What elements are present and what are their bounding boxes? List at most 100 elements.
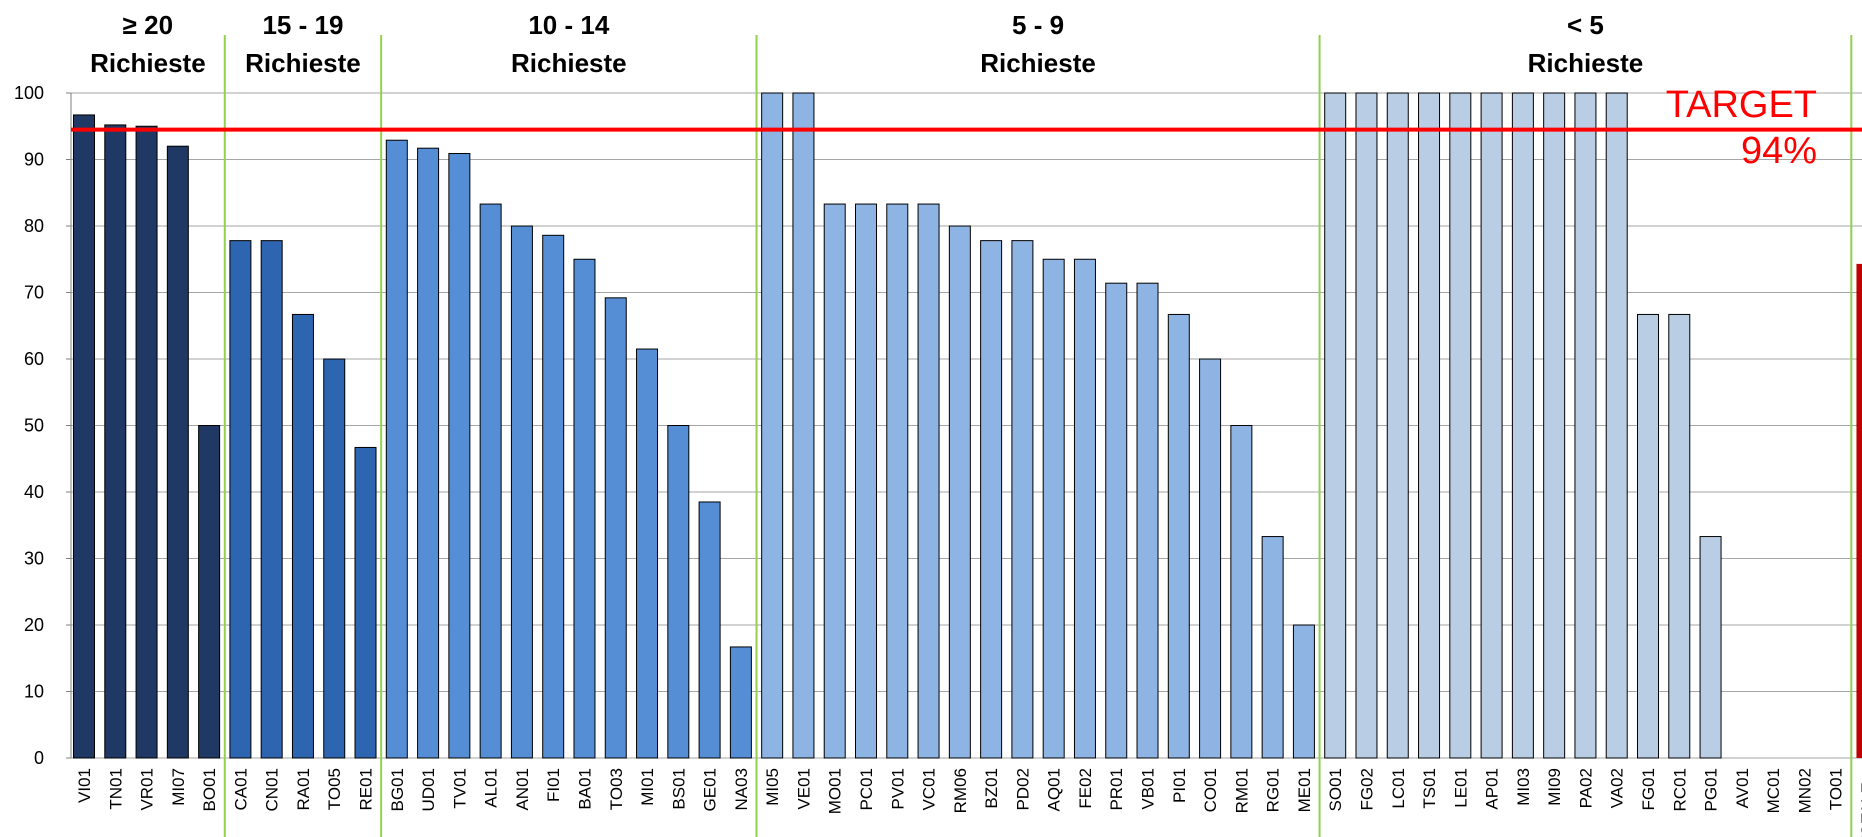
x-label-PI01: PI01 xyxy=(1170,768,1189,803)
bar-BS01 xyxy=(667,425,690,759)
bar-VR01 xyxy=(135,125,158,759)
group-title-0: ≥ 20 Richieste xyxy=(28,6,268,82)
bar-VC01 xyxy=(917,203,940,759)
y-tick-label: 80 xyxy=(24,216,44,236)
bar-MI03 xyxy=(1511,92,1534,759)
x-label-PR01: PR01 xyxy=(1107,768,1126,811)
bar-VA02 xyxy=(1605,92,1628,759)
bar-PI01 xyxy=(1167,313,1190,759)
x-label-VA02: VA02 xyxy=(1608,768,1627,808)
x-label-AL01: AL01 xyxy=(482,768,501,808)
bar-TOTALE... xyxy=(1856,263,1862,758)
bar-TS01 xyxy=(1418,92,1441,759)
bar-MI01 xyxy=(636,348,659,759)
x-label-BG01: BG01 xyxy=(388,768,407,811)
x-label-PG01: PG01 xyxy=(1702,768,1721,811)
group-title-2: 10 - 14 Richieste xyxy=(449,6,689,82)
bar-LC01 xyxy=(1386,92,1409,759)
bar-AL01 xyxy=(479,203,502,759)
x-label-RA01: RA01 xyxy=(294,768,313,811)
bar-RC01 xyxy=(1668,313,1691,759)
bar-FG02 xyxy=(1355,92,1378,759)
group-title-3: 5 - 9 Richieste xyxy=(918,6,1158,82)
x-label-MO01: MO01 xyxy=(826,768,845,814)
x-label-VB01: VB01 xyxy=(1139,768,1158,810)
x-label-MI05: MI05 xyxy=(763,768,782,806)
bar-TO03 xyxy=(604,297,627,759)
x-label-RM06: RM06 xyxy=(951,768,970,813)
bar-RE01 xyxy=(354,446,377,759)
bar-VE01 xyxy=(792,92,815,759)
target-label-line2: 94% xyxy=(1740,130,1817,172)
x-label-TO05: TO05 xyxy=(325,768,344,810)
x-label-CA01: CA01 xyxy=(231,768,250,811)
bar-LE01 xyxy=(1449,92,1472,759)
bar-PR01 xyxy=(1105,282,1128,759)
bar-VB01 xyxy=(1136,282,1159,759)
bar-PA02 xyxy=(1574,92,1597,759)
bar-PV01 xyxy=(886,203,909,759)
y-tick-label: 10 xyxy=(24,682,44,702)
x-label-RE01: RE01 xyxy=(357,768,376,811)
bar-MO01 xyxy=(823,203,846,759)
x-label-BS01: BS01 xyxy=(669,768,688,810)
bar-SO01 xyxy=(1324,92,1347,759)
bar-PG01 xyxy=(1699,536,1722,759)
x-label-PV01: PV01 xyxy=(888,768,907,810)
x-label-TOTALE...: TOTALE... xyxy=(1858,768,1862,837)
x-label-RC01: RC01 xyxy=(1670,768,1689,811)
x-label-ME01: ME01 xyxy=(1295,768,1314,812)
bar-GE01 xyxy=(698,501,721,759)
bar-BO01 xyxy=(198,425,221,759)
x-label-VR01: VR01 xyxy=(138,768,157,811)
x-label-MN02: MN02 xyxy=(1795,768,1814,813)
bar-CO01 xyxy=(1199,358,1222,759)
bar-AP01 xyxy=(1480,92,1503,759)
group-title-word: Richieste xyxy=(980,48,1096,78)
x-label-MC01: MC01 xyxy=(1764,768,1783,813)
x-label-RG01: RG01 xyxy=(1264,768,1283,812)
x-label-BA01: BA01 xyxy=(575,768,594,810)
group-title-word: Richieste xyxy=(90,48,206,78)
x-label-LC01: LC01 xyxy=(1389,768,1408,809)
group-title-word: Richieste xyxy=(1527,48,1644,78)
bar-MI05 xyxy=(761,92,784,759)
group-title-1: 15 - 19 Richieste xyxy=(183,6,423,82)
x-label-BO01: BO01 xyxy=(200,768,219,811)
x-label-TO03: TO03 xyxy=(607,768,626,810)
x-label-TS01: TS01 xyxy=(1420,768,1439,809)
target-label-line1: TARGET xyxy=(1665,84,1817,126)
group-separators xyxy=(223,35,1853,837)
group-title-word: Richieste xyxy=(511,48,627,78)
x-label-TO01: TO01 xyxy=(1827,768,1846,810)
x-label-PC01: PC01 xyxy=(857,768,876,811)
bar-BG01 xyxy=(385,139,408,759)
x-label-FE02: FE02 xyxy=(1076,768,1095,809)
bar-RG01 xyxy=(1261,536,1284,759)
bars xyxy=(73,92,1862,759)
x-label-AV01: AV01 xyxy=(1733,768,1752,808)
y-tick-label: 90 xyxy=(24,150,44,170)
x-label-CO01: CO01 xyxy=(1201,768,1220,812)
x-label-BZ01: BZ01 xyxy=(982,768,1001,809)
x-label-FG02: FG02 xyxy=(1357,768,1376,811)
bar-NA03 xyxy=(729,646,752,759)
bar-BA01 xyxy=(573,258,596,759)
group-title-range: 10 - 14 xyxy=(528,10,610,40)
bar-TO05 xyxy=(323,358,346,759)
y-tick-label: 0 xyxy=(34,748,44,768)
y-tick-label: 40 xyxy=(24,482,44,502)
x-label-SO01: SO01 xyxy=(1326,768,1345,811)
group-title-range: ≥ 20 xyxy=(122,10,174,40)
bar-AQ01 xyxy=(1042,258,1065,759)
x-label-AN01: AN01 xyxy=(513,768,532,811)
bar-CN01 xyxy=(260,240,283,759)
group-title-range: 5 - 9 xyxy=(1012,10,1065,40)
x-label-MI03: MI03 xyxy=(1514,768,1533,806)
bar-AN01 xyxy=(510,225,533,759)
group-title-range: < 5 xyxy=(1567,10,1604,40)
x-label-GE01: GE01 xyxy=(701,768,720,811)
x-label-VI01: VI01 xyxy=(75,768,94,803)
x-label-UD01: UD01 xyxy=(419,768,438,811)
group-title-range: 15 - 19 xyxy=(262,10,344,40)
